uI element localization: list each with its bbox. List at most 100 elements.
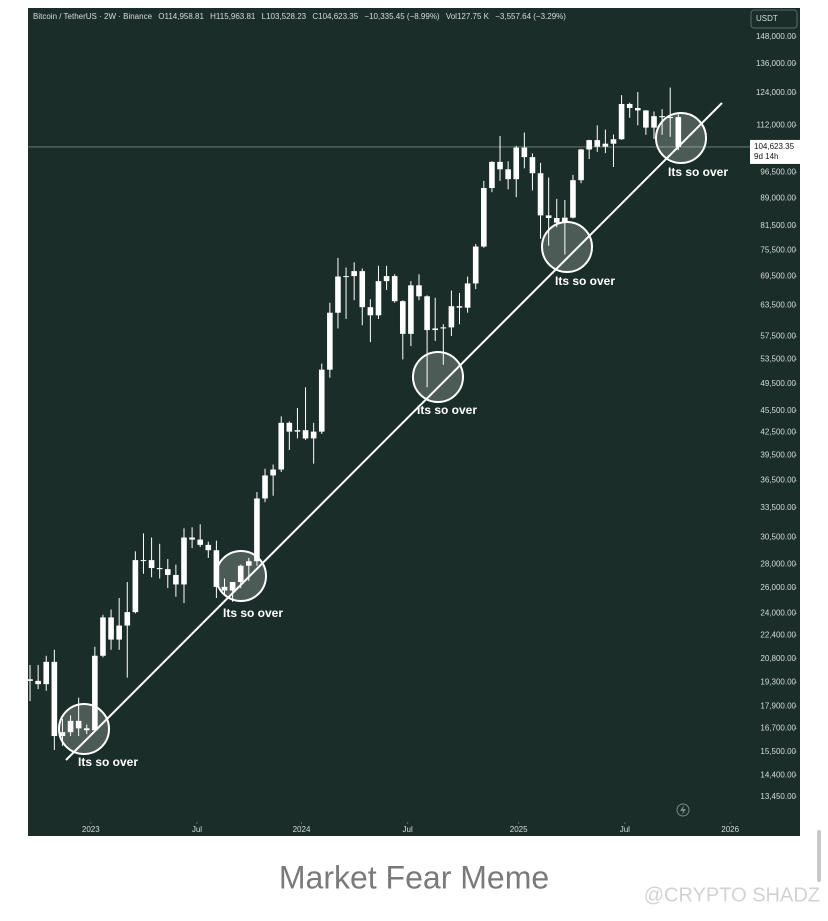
y-tick-label: 124,000.00 [756, 88, 797, 97]
candle-body [537, 173, 544, 216]
candle-body [92, 655, 98, 731]
candle-body [456, 306, 463, 308]
candles [27, 87, 682, 750]
candle-body [505, 169, 511, 180]
candle-body [651, 116, 657, 128]
annotation: Its so over [668, 165, 728, 179]
y-tick-label: 36,500.00 [760, 476, 796, 485]
highlight-circle [541, 221, 593, 273]
chart-header: Bitcoin / TetherUS · 2W · Binance O114,9… [33, 12, 566, 21]
candle-body [75, 720, 82, 729]
lightning-icon[interactable] [676, 803, 690, 817]
volume-label: Vol127.75 K [446, 12, 490, 21]
highlight-circle [58, 703, 110, 755]
low-label: L103,528.23 [262, 12, 307, 21]
candle-body [262, 475, 268, 499]
candle-body [448, 306, 455, 328]
symbol: Bitcoin / TetherUS · 2W · Binance [33, 12, 153, 21]
candle-body [132, 560, 139, 613]
y-tick-label: 42,500.00 [760, 427, 796, 436]
countdown: 9d 14h [754, 152, 778, 161]
y-tick-label: 136,000.00 [756, 59, 797, 68]
y-tick-label: 26,000.00 [760, 583, 796, 592]
highlight-circle [655, 112, 707, 164]
candle-body [156, 568, 163, 570]
candle-body [83, 728, 90, 731]
currency-box[interactable] [750, 9, 798, 29]
candle-body [634, 108, 641, 111]
candle-body [675, 117, 682, 147]
candle-body [489, 161, 495, 189]
candle-body [643, 110, 649, 128]
candle-body [100, 617, 106, 656]
candle-body [545, 215, 552, 219]
candle-body [424, 296, 430, 331]
candle-body [51, 661, 58, 737]
trend-line [65, 102, 723, 761]
annotation: Its so over [417, 403, 477, 417]
highlight-circle [215, 550, 267, 602]
candle-body [586, 140, 592, 150]
y-tick-label: 112,000.00 [757, 120, 797, 129]
candle-body [43, 661, 50, 685]
candle-body [626, 104, 633, 109]
candle-body [221, 586, 228, 591]
candle-body [464, 283, 471, 308]
candle-body [67, 720, 74, 733]
candle-body [391, 276, 398, 302]
watermark: @CRYPTO SHADZ [644, 884, 820, 906]
candle-body [610, 139, 617, 144]
candle-body [318, 369, 325, 432]
x-tick-label: 2026 [721, 825, 739, 834]
y-tick-label: 19,300.00 [760, 678, 796, 687]
candle-body [246, 561, 252, 566]
scrollbar[interactable] [817, 830, 821, 882]
candle-body [481, 188, 487, 247]
candle-body [124, 612, 131, 626]
y-tick-label: 75,500.00 [760, 245, 796, 254]
y-tick-label: 89,000.00 [760, 193, 796, 202]
candle-body [440, 327, 447, 329]
y-tick-label: 17,900.00 [760, 701, 796, 710]
candle-body [286, 422, 293, 432]
candle-body [254, 498, 260, 562]
candle-body [278, 422, 285, 470]
y-tick-label: 148,000.00 [756, 32, 797, 41]
close-label: C104,623.35 [312, 12, 358, 21]
candle-body [667, 117, 674, 119]
y-tick-label: 57,500.00 [760, 332, 796, 341]
y-tick-label: 14,400.00 [760, 770, 796, 779]
candle-body [513, 147, 520, 180]
annotation: Its so over [223, 606, 283, 620]
y-tick-label: 45,500.00 [760, 406, 796, 415]
candle-body [553, 218, 560, 223]
candle-body [578, 149, 584, 181]
annotation: Its so over [555, 274, 615, 288]
candle-body [399, 301, 406, 334]
high-label: H115,963.81 [210, 12, 256, 21]
candle-body [27, 679, 33, 681]
candle-body [108, 617, 114, 640]
annotation: Its so over [78, 755, 138, 769]
last-price-box [750, 139, 800, 164]
open-label: O114,958.81 [158, 12, 204, 21]
candle-body [521, 147, 528, 158]
candle-body [375, 281, 382, 316]
y-tick-label: 63,500.00 [760, 300, 796, 309]
change-label: −10,335.45 (−8.99%) [364, 12, 440, 21]
currency: USDT [756, 14, 778, 23]
candle-body [351, 271, 357, 277]
x-tick-label: 2023 [82, 825, 100, 834]
x-tick-label: Jul [192, 825, 202, 834]
candle-body [164, 569, 171, 575]
candle-body [562, 217, 568, 223]
candle-body [237, 565, 244, 583]
candle-body [602, 143, 609, 147]
candle-body [432, 328, 439, 331]
candle-body [35, 680, 41, 685]
highlight-circle [412, 351, 464, 403]
candle-body [270, 469, 276, 476]
candle-body [189, 537, 195, 540]
x-tick-label: Jul [620, 825, 630, 834]
y-tick-label: 49,500.00 [760, 379, 796, 388]
